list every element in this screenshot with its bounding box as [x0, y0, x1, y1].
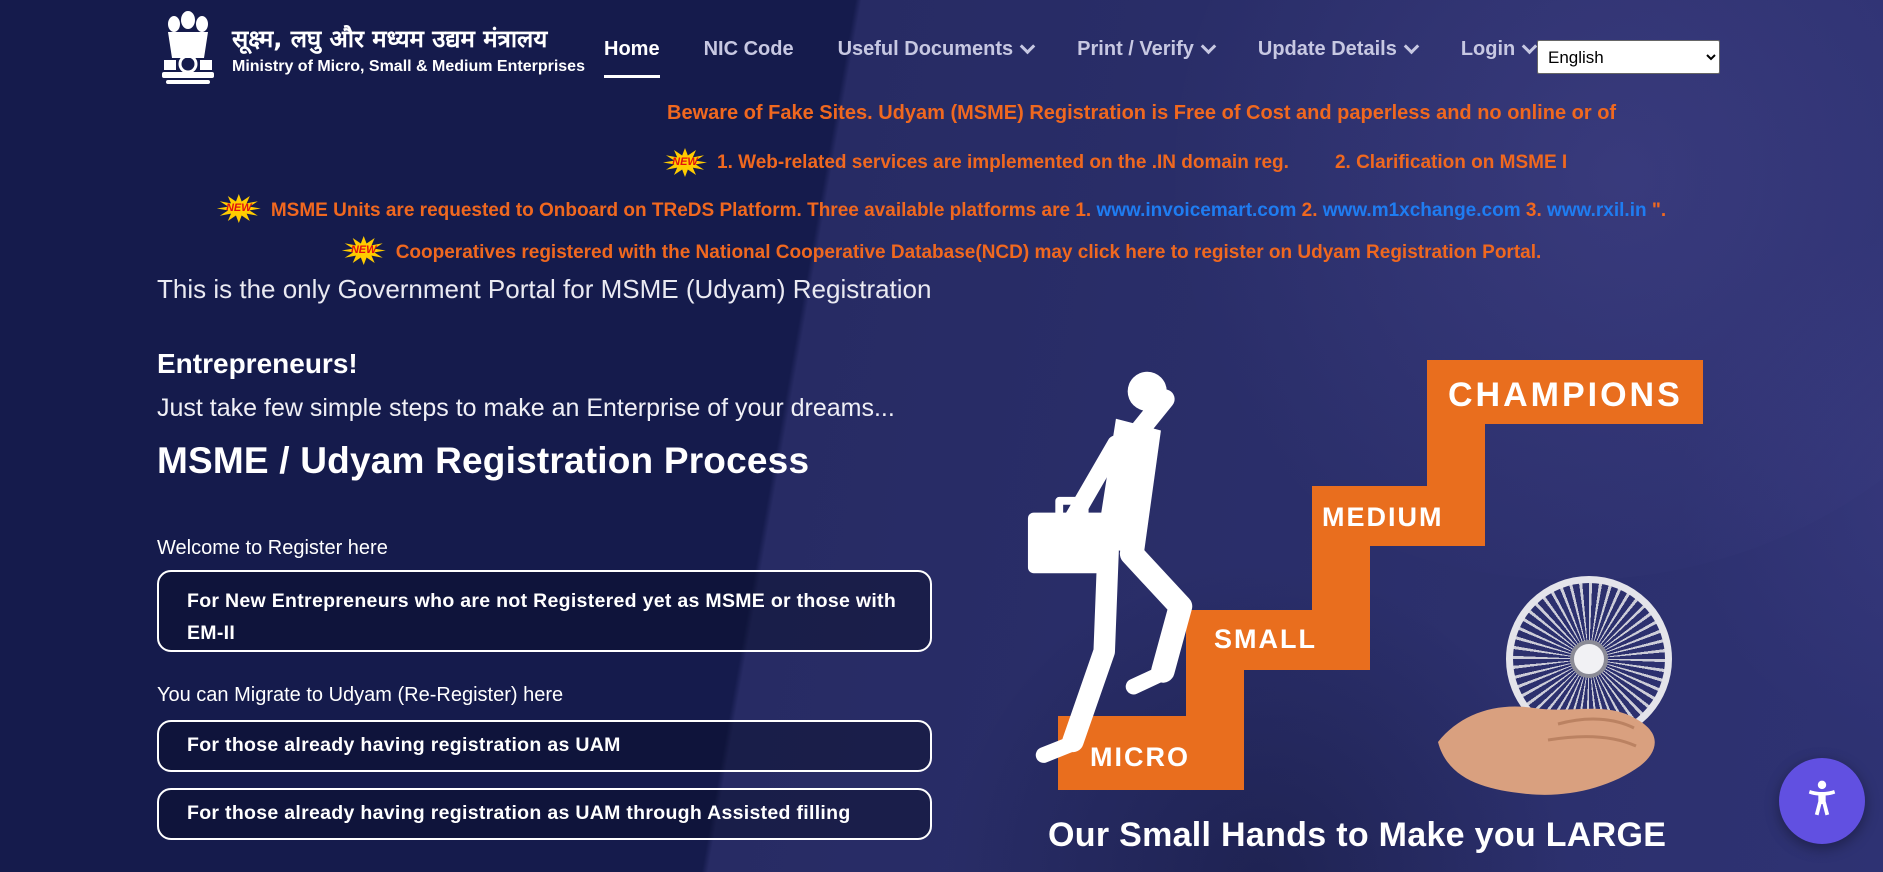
- notice-text: ".: [1646, 200, 1667, 221]
- nav-label: Update Details: [1257, 38, 1397, 60]
- nav-label: Home: [604, 38, 660, 60]
- nav-item-home[interactable]: Home: [604, 38, 660, 78]
- step-label-micro: MICRO: [1090, 742, 1190, 772]
- entrepreneurs-heading: Entrepreneurs!: [157, 348, 358, 379]
- register-here-label: Welcome to Register here: [157, 537, 388, 559]
- language-select[interactable]: English: [1537, 40, 1720, 74]
- notice-text: 3.: [1520, 200, 1547, 221]
- notice-cooperatives: NEW Cooperatives registered with the Nati…: [160, 236, 1723, 265]
- link-ncd-register[interactable]: Cooperatives registered with the Nationa…: [395, 242, 1542, 263]
- nav-label: NIC Code: [703, 38, 794, 60]
- portal-note: This is the only Government Portal for M…: [157, 274, 932, 304]
- nav-label: Print / Verify: [1077, 38, 1194, 60]
- stair-micro: [1058, 716, 1244, 790]
- ashoka-emblem-icon: [160, 10, 216, 89]
- tagline: Just take few simple steps to make an En…: [157, 394, 895, 422]
- notice-text: Beware of Fake Sites. Udyam (MSME) Regis…: [667, 102, 1617, 124]
- main-navigation: Home NIC Code Useful Documents Print / V…: [604, 38, 1538, 78]
- step-label-small: SMALL: [1214, 624, 1317, 654]
- nav-item-login[interactable]: Login: [1460, 38, 1538, 75]
- nav-item-update-details[interactable]: Update Details: [1257, 38, 1420, 75]
- link-invoicemart[interactable]: www.invoicemart.com: [1096, 200, 1297, 221]
- nav-item-nic-code[interactable]: NIC Code: [704, 38, 794, 75]
- new-badge-icon: NEW: [663, 148, 707, 177]
- nav-label: Login: [1460, 38, 1516, 60]
- nav-item-useful-documents[interactable]: Useful Documents: [837, 38, 1036, 75]
- climbing-man-image: [1018, 362, 1253, 807]
- chevron-down-icon: [1403, 38, 1420, 55]
- step-label-champions: CHAMPIONS: [1448, 376, 1683, 414]
- new-badge-icon: NEW: [216, 194, 261, 223]
- ministry-title-hindi: सूक्ष्म, लघु और मध्यम उद्यम मंत्रालय: [232, 24, 548, 53]
- link-m1xchange[interactable]: www.m1xchange.com: [1322, 200, 1521, 221]
- accessibility-button[interactable]: [1779, 758, 1865, 844]
- new-entrepreneurs-register-button[interactable]: For New Entrepreneurs who are not Regist…: [157, 570, 932, 652]
- uam-assisted-migrate-button[interactable]: For those already having registration as…: [157, 788, 932, 840]
- chevron-down-icon: [1019, 38, 1036, 55]
- chevron-down-icon: [1200, 38, 1217, 55]
- link-rxil[interactable]: www.rxil.in: [1547, 200, 1647, 221]
- notice-text: 2. Clarification on MSME I: [1334, 151, 1568, 173]
- illustration-caption: Our Small Hands to Make you LARGE: [1048, 816, 1667, 854]
- accessibility-icon: [1800, 777, 1844, 826]
- process-heading: MSME / Udyam Registration Process: [157, 440, 810, 481]
- ministry-title-english: Ministry of Micro, Small & Medium Enterp…: [232, 58, 585, 76]
- notice-marquees: Beware of Fake Sites. Udyam (MSME) Regis…: [160, 0, 1723, 280]
- notice-text: 1. Web-related services are implemented …: [717, 151, 1289, 173]
- new-badge-label: NEW: [350, 244, 377, 256]
- new-badge-label: NEW: [225, 202, 252, 214]
- nav-label: Useful Documents: [837, 38, 1014, 60]
- ministry-logo[interactable]: सूक्ष्म, लघु और मध्यम उद्यम मंत्रालय Min…: [160, 10, 585, 89]
- hand-image: [1438, 694, 1666, 807]
- ministry-logo-text: सूक्ष्म, लघु और मध्यम उद्यम मंत्रालय Min…: [232, 23, 585, 76]
- notice-treds: NEW MSME Units are requested to Onboard o…: [160, 194, 1723, 223]
- notice-text: 2.: [1296, 200, 1323, 221]
- new-badge-label: NEW: [672, 156, 698, 168]
- new-badge-icon: NEW: [341, 236, 386, 265]
- step-label-medium: MEDIUM: [1322, 502, 1444, 532]
- notice-fake-sites: Beware of Fake Sites. Udyam (MSME) Regis…: [667, 102, 1616, 125]
- uam-migrate-button[interactable]: For those already having registration as…: [157, 720, 932, 772]
- notice-text: MSME Units are requested to Onboard on T…: [270, 200, 1097, 221]
- nav-item-print-verify[interactable]: Print / Verify: [1077, 38, 1217, 75]
- notice-web-services: NEW 1. Web-related services are implemen…: [663, 148, 1567, 177]
- migrate-label: You can Migrate to Udyam (Re-Register) h…: [157, 684, 564, 706]
- chevron-down-icon: [1521, 38, 1538, 55]
